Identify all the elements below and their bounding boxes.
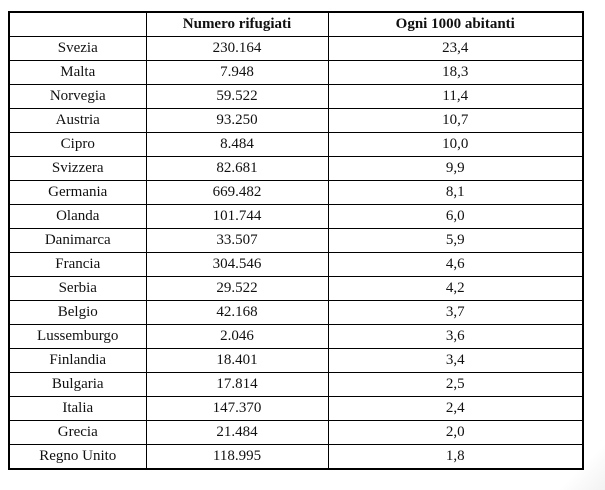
table-header: Numero rifugiati Ogni 1000 abitanti [8,11,584,37]
table-row: Serbia 29.522 4,2 [8,276,584,301]
cell-country: Belgio [8,300,147,325]
cell-per1000: 3,4 [327,348,584,373]
cell-refugees: 101.744 [145,204,329,229]
cell-per1000: 10,0 [327,132,584,157]
cell-refugees: 21.484 [145,420,329,445]
table-row: Regno Unito 118.995 1,8 [8,444,584,470]
cell-refugees: 118.995 [145,444,329,470]
cell-per1000: 4,6 [327,252,584,277]
table-row: Danimarca 33.507 5,9 [8,228,584,253]
cell-country: Svizzera [8,156,147,181]
cell-refugees: 147.370 [145,396,329,421]
cell-per1000: 11,4 [327,84,584,109]
cell-refugees: 29.522 [145,276,329,301]
table-row: Francia 304.546 4,6 [8,252,584,277]
header-per1000: Ogni 1000 abitanti [327,11,584,37]
table-row: Svizzera 82.681 9,9 [8,156,584,181]
cell-country: Svezia [8,36,147,61]
cell-refugees: 42.168 [145,300,329,325]
table-row: Olanda 101.744 6,0 [8,204,584,229]
cell-country: Italia [8,396,147,421]
header-country [8,11,147,37]
table-row: Bulgaria 17.814 2,5 [8,372,584,397]
cell-country: Francia [8,252,147,277]
cell-country: Lussemburgo [8,324,147,349]
cell-country: Danimarca [8,228,147,253]
cell-country: Norvegia [8,84,147,109]
cell-per1000: 18,3 [327,60,584,85]
table-row: Belgio 42.168 3,7 [8,300,584,325]
refugee-table-container: Numero rifugiati Ogni 1000 abitanti Svez… [8,11,584,470]
cell-per1000: 1,8 [327,444,584,470]
cell-per1000: 8,1 [327,180,584,205]
cell-per1000: 5,9 [327,228,584,253]
cell-refugees: 7.948 [145,60,329,85]
cell-country: Regno Unito [8,444,147,470]
cell-refugees: 2.046 [145,324,329,349]
cell-refugees: 230.164 [145,36,329,61]
cell-refugees: 82.681 [145,156,329,181]
table-row: Austria 93.250 10,7 [8,108,584,133]
refugee-table: Numero rifugiati Ogni 1000 abitanti Svez… [8,11,584,470]
table-row: Grecia 21.484 2,0 [8,420,584,445]
cell-refugees: 669.482 [145,180,329,205]
table-row: Lussemburgo 2.046 3,6 [8,324,584,349]
cell-per1000: 4,2 [327,276,584,301]
table-row: Malta 7.948 18,3 [8,60,584,85]
cell-country: Serbia [8,276,147,301]
cell-refugees: 8.484 [145,132,329,157]
cell-country: Olanda [8,204,147,229]
table-row: Cipro 8.484 10,0 [8,132,584,157]
cell-refugees: 93.250 [145,108,329,133]
table-row: Norvegia 59.522 11,4 [8,84,584,109]
cell-refugees: 59.522 [145,84,329,109]
cell-per1000: 6,0 [327,204,584,229]
cell-refugees: 304.546 [145,252,329,277]
cell-country: Bulgaria [8,372,147,397]
cell-country: Germania [8,180,147,205]
cell-country: Cipro [8,132,147,157]
cell-country: Malta [8,60,147,85]
cell-per1000: 23,4 [327,36,584,61]
table-body: Svezia 230.164 23,4 Malta 7.948 18,3 Norvegia 5… [8,36,584,470]
table-row: Finlandia 18.401 3,4 [8,348,584,373]
table-row: Germania 669.482 8,1 [8,180,584,205]
cell-per1000: 3,6 [327,324,584,349]
cell-country: Grecia [8,420,147,445]
cell-refugees: 17.814 [145,372,329,397]
table-row: Svezia 230.164 23,4 [8,36,584,61]
header-row: Numero rifugiati Ogni 1000 abitanti [8,11,584,37]
cell-country: Finlandia [8,348,147,373]
cell-per1000: 2,0 [327,420,584,445]
cell-refugees: 33.507 [145,228,329,253]
cell-per1000: 2,4 [327,396,584,421]
cell-country: Austria [8,108,147,133]
cell-per1000: 9,9 [327,156,584,181]
table-row: Italia 147.370 2,4 [8,396,584,421]
cell-per1000: 10,7 [327,108,584,133]
cell-refugees: 18.401 [145,348,329,373]
cell-per1000: 2,5 [327,372,584,397]
cell-per1000: 3,7 [327,300,584,325]
header-refugees: Numero rifugiati [145,11,329,37]
